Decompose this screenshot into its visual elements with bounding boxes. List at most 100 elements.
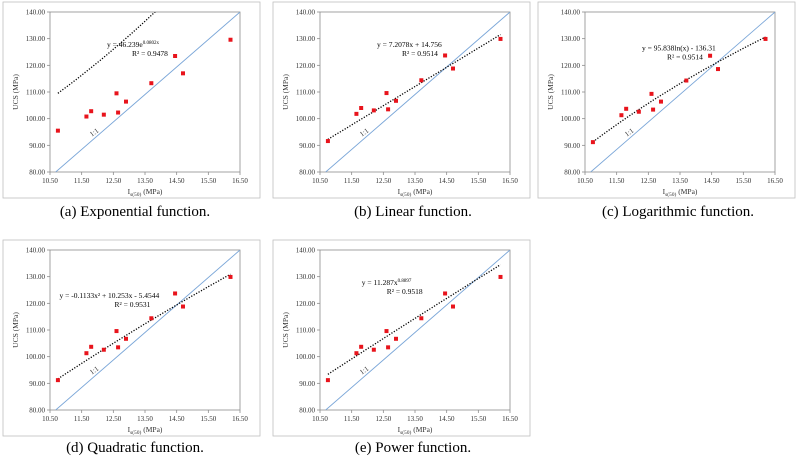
data-point [84, 351, 89, 356]
data-point [386, 345, 391, 350]
x-tick-label: 13.50 [407, 177, 423, 185]
x-tick-label: 13.50 [137, 177, 153, 185]
x-axis-label-unit: (MPa) [676, 187, 698, 196]
y-tick-label: 80.00 [29, 169, 45, 177]
x-tick-label: 12.50 [640, 177, 656, 185]
data-point [228, 37, 233, 42]
data-point [394, 98, 398, 103]
x-axis-label-unit: (MPa) [411, 425, 433, 434]
r-squared-label: R² = 0.9531 [115, 300, 151, 309]
y-tick-label: 120.00 [561, 62, 581, 70]
trendline [327, 264, 501, 375]
x-tick-label: 10.50 [312, 415, 328, 423]
data-point [116, 345, 121, 350]
data-point [181, 71, 185, 76]
y-tick-label: 130.00 [26, 35, 46, 43]
x-tick-label: 13.50 [407, 415, 423, 423]
data-point [419, 78, 424, 83]
chart-panel-quadratic: 80.00 90.00 100.00 110.00 120.00 130.00 140.00… [0, 238, 265, 438]
y-tick-label: 100.00 [296, 115, 316, 123]
x-axis-label: Is(50) (MPa) [128, 425, 163, 436]
x-tick-label: 12.50 [375, 415, 391, 423]
y-tick-label: 120.00 [26, 300, 46, 308]
y-tick-label: 90.00 [299, 380, 315, 388]
x-tick-label: 10.50 [42, 177, 58, 185]
one-to-one-line [55, 250, 240, 410]
x-tick-label: 13.50 [137, 415, 153, 423]
x-tick-label: 12.50 [375, 177, 391, 185]
y-tick-label: 140.00 [561, 9, 581, 17]
y-tick-label: 100.00 [296, 353, 316, 361]
scatter-chart-power: 80.00 90.00 100.00 110.00 120.00 130.00 140.00… [272, 239, 531, 437]
data-point [124, 336, 128, 341]
x-tick-label: 14.50 [169, 415, 185, 423]
data-point [84, 114, 89, 119]
y-tick-label: 80.00 [564, 169, 580, 177]
y-tick-label: 80.00 [29, 407, 45, 415]
data-point [498, 36, 503, 41]
scatter-chart-quadratic: 80.00 90.00 100.00 110.00 120.00 130.00 140.00… [2, 239, 261, 437]
one-to-one-line [590, 12, 775, 172]
x-tick-label: 11.50 [74, 177, 90, 185]
data-point [371, 347, 376, 352]
data-point [498, 274, 503, 279]
y-tick-label: 120.00 [296, 62, 316, 70]
data-point [443, 291, 448, 296]
x-tick-label: 10.50 [42, 415, 58, 423]
x-axis-label-sub: s(50) [130, 429, 141, 436]
caption-logarithmic: (c) Logarithmic function. [601, 204, 755, 220]
x-tick-label: 14.50 [439, 177, 455, 185]
y-tick-label: 140.00 [296, 9, 316, 17]
equation-main: y = 7.2078x + 14.756 [377, 40, 442, 49]
y-tick-label: 110.00 [296, 327, 315, 335]
data-point [384, 329, 389, 334]
one-to-one-line [325, 12, 510, 172]
x-tick-label: 15.50 [735, 177, 751, 185]
r-squared-label: R² = 0.9518 [387, 287, 423, 296]
equation-exponent: 0.0802x [143, 41, 160, 46]
y-tick-label: 140.00 [26, 247, 46, 255]
x-axis-label-main: I [128, 425, 131, 434]
y-tick-label: 110.00 [296, 89, 315, 97]
data-point [419, 316, 424, 321]
data-point [114, 329, 119, 334]
caption-quadratic: (d) Quadratic function. [66, 440, 204, 456]
trendline [327, 34, 501, 140]
equation-label: y = 11.287x0.8897 [362, 278, 412, 287]
y-tick-label: 90.00 [29, 142, 45, 150]
chart-panel-exponential: 80.00 90.00 100.00 110.00 120.00 130.00 140.00… [0, 0, 265, 200]
data-point [394, 336, 398, 341]
x-axis-label: Is(50) (MPa) [128, 187, 163, 198]
x-tick-label: 16.50 [767, 177, 783, 185]
y-tick-label: 100.00 [26, 115, 46, 123]
y-tick-label: 110.00 [561, 89, 580, 97]
data-point [89, 109, 94, 114]
chart-panel-power: 80.00 90.00 100.00 110.00 120.00 130.00 140.00… [270, 238, 535, 438]
x-tick-label: 14.50 [439, 415, 455, 423]
data-point [763, 36, 768, 41]
data-point [619, 113, 624, 118]
data-point [101, 112, 106, 117]
y-tick-label: 110.00 [26, 327, 45, 335]
equation-label: y = -0.1133x² + 10.253x - 5.4544 [60, 291, 160, 300]
data-point [716, 67, 720, 72]
chart-panel-logarithmic: 80.00 90.00 100.00 110.00 120.00 130.00 140.00… [535, 0, 800, 200]
y-tick-label: 110.00 [26, 89, 45, 97]
x-tick-label: 11.50 [344, 415, 360, 423]
y-axis-label: UCS (MPa) [281, 312, 290, 348]
trendline [57, 273, 231, 380]
x-axis-label: Is(50) (MPa) [663, 187, 698, 198]
x-tick-label: 11.50 [74, 415, 90, 423]
data-point [325, 139, 330, 144]
data-point [89, 344, 94, 349]
equation-label: y = 95.838ln(x) - 136.31 [642, 43, 716, 52]
y-tick-label: 130.00 [296, 273, 316, 281]
equation-label: y = 7.2078x + 14.756 [377, 40, 442, 49]
data-point [114, 91, 119, 96]
data-point [101, 347, 106, 352]
caption-linear: (b) Linear function. [354, 204, 472, 220]
data-point [181, 304, 185, 309]
scatter-chart-logarithmic: 80.00 90.00 100.00 110.00 120.00 130.00 140.00… [537, 1, 796, 199]
x-tick-label: 12.50 [105, 177, 121, 185]
x-axis-label-unit: (MPa) [141, 425, 163, 434]
